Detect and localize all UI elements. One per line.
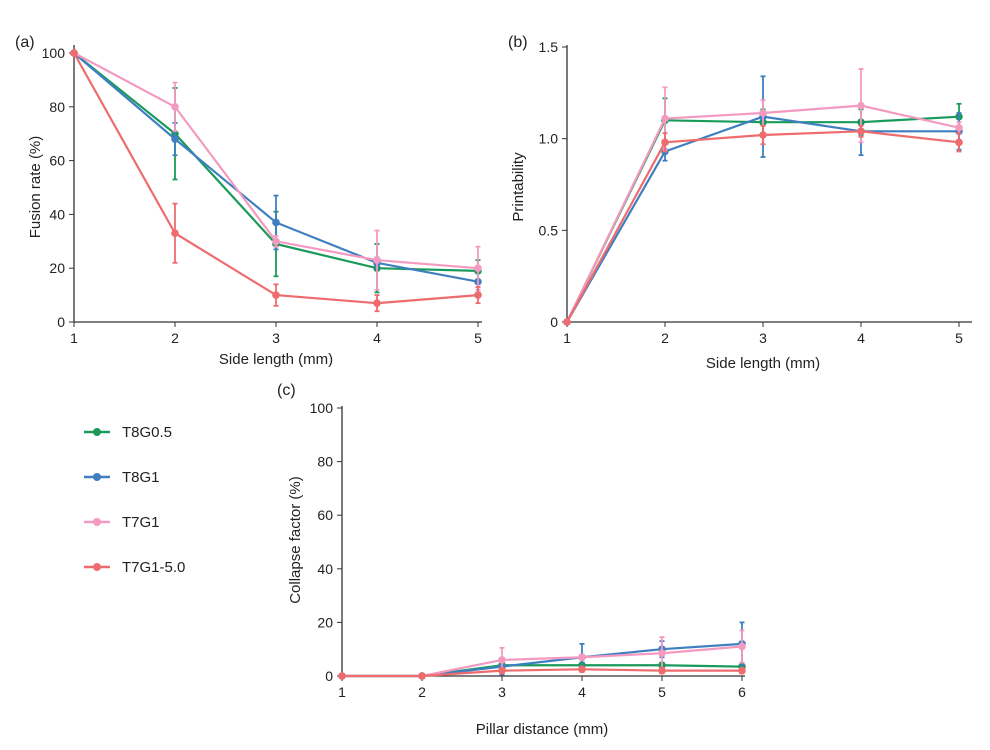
series-t7g1-5-0 — [563, 124, 963, 326]
data-point — [955, 138, 963, 147]
data-point — [563, 318, 571, 326]
legend-label: T7G1-5.0 — [122, 559, 185, 576]
panel-label: (a) — [15, 34, 35, 51]
data-point — [759, 109, 767, 117]
data-point — [373, 299, 381, 307]
data-point — [759, 131, 767, 139]
x-tick-label: 5 — [955, 330, 963, 346]
legend: T8G0.5 T8G1 T7G1 T7G1-5.0 — [84, 424, 185, 576]
panel-label: (b) — [508, 34, 528, 51]
data-point — [857, 127, 865, 136]
data-point — [738, 642, 746, 651]
x-tick-label: 1 — [338, 684, 346, 700]
y-axis-label: Printability — [510, 152, 527, 222]
x-tick-label: 4 — [578, 684, 586, 700]
data-point — [661, 114, 669, 123]
y-tick-label: 80 — [49, 99, 65, 115]
x-tick-label: 4 — [373, 330, 381, 346]
data-point — [418, 672, 426, 680]
x-tick-label: 2 — [661, 330, 669, 346]
data-point — [171, 229, 179, 238]
data-point — [474, 291, 482, 299]
legend-item: T7G1-5.0 — [84, 559, 185, 576]
x-tick-label: 3 — [759, 330, 767, 346]
y-tick-label: 0 — [325, 668, 333, 684]
panel-b: (b) 0 0.5 1.0 1.5 1 2 3 4 5 Side length (mm) Printa… — [508, 34, 972, 372]
panel-label: (c) — [277, 382, 296, 399]
data-point — [474, 264, 482, 273]
y-tick-label: 60 — [317, 507, 333, 523]
x-tick-label: 2 — [171, 330, 179, 346]
data-point — [272, 291, 280, 299]
y-tick-label: 80 — [317, 454, 333, 470]
data-point — [373, 256, 381, 264]
y-tick-label: 20 — [49, 260, 65, 276]
y-tick-label: 60 — [49, 153, 65, 169]
data-point — [661, 138, 669, 147]
data-point — [658, 649, 666, 658]
y-tick-label: 20 — [317, 614, 333, 630]
x-tick-label: 6 — [738, 684, 746, 700]
x-axis-label: Pillar distance (mm) — [476, 721, 609, 738]
data-point — [338, 672, 346, 680]
series-t7g1 — [70, 49, 482, 291]
x-tick-label: 1 — [563, 330, 571, 346]
x-axis-label: Side length (mm) — [706, 355, 820, 372]
series-t7g1 — [563, 68, 963, 326]
x-tick-label: 5 — [658, 684, 666, 700]
legend-label: T7G1 — [122, 514, 160, 531]
data-point — [272, 218, 280, 227]
legend-label: T8G1 — [122, 469, 160, 486]
y-tick-label: 40 — [49, 206, 65, 222]
y-tick-label: 100 — [42, 45, 66, 61]
data-point — [272, 237, 280, 246]
y-tick-label: 100 — [310, 400, 334, 416]
series-t8g0-5 — [70, 49, 482, 294]
panel-c: (c) 0 20 40 60 80 100 1 2 3 4 5 6 Pillar distance (mm… — [277, 382, 746, 738]
legend-marker — [93, 428, 101, 436]
series-t7g1-5-0 — [338, 665, 746, 680]
data-point — [658, 666, 666, 675]
legend-item: T7G1 — [84, 514, 160, 531]
y-tick-label: 0 — [550, 314, 558, 330]
data-point — [171, 135, 179, 143]
y-tick-label: 0 — [57, 314, 65, 330]
y-tick-label: 40 — [317, 561, 333, 577]
legend-label: T8G0.5 — [122, 424, 172, 441]
legend-item: T8G1 — [84, 469, 160, 486]
legend-marker — [93, 473, 101, 481]
series-t7g1-5-0 — [70, 49, 482, 313]
data-point — [578, 665, 586, 674]
data-point — [857, 101, 865, 110]
y-tick-label: 1.5 — [539, 39, 559, 55]
panel-a: (a) 0 20 40 60 80 100 1 2 3 4 5 Side length (mm) Fusi… — [15, 34, 482, 368]
x-tick-label: 3 — [498, 684, 506, 700]
data-point — [578, 653, 586, 662]
legend-marker — [93, 518, 101, 526]
data-point — [498, 666, 506, 675]
data-point — [955, 123, 963, 132]
series-t7g1 — [338, 629, 746, 680]
data-point — [738, 666, 746, 675]
y-axis-label: Collapse factor (%) — [287, 476, 304, 604]
data-point — [498, 656, 506, 664]
x-tick-label: 1 — [70, 330, 78, 346]
data-point — [171, 103, 179, 111]
x-tick-label: 3 — [272, 330, 280, 346]
series-line — [566, 130, 960, 323]
y-tick-label: 0.5 — [539, 222, 559, 238]
data-point — [70, 49, 78, 57]
x-tick-label: 2 — [418, 684, 426, 700]
legend-marker — [93, 563, 101, 571]
series-line — [342, 668, 742, 678]
y-axis-label: Fusion rate (%) — [27, 136, 44, 239]
x-tick-label: 5 — [474, 330, 482, 346]
y-tick-label: 1.0 — [539, 131, 559, 147]
legend-item: T8G0.5 — [84, 424, 172, 441]
x-tick-label: 4 — [857, 330, 865, 346]
x-axis-label: Side length (mm) — [219, 351, 333, 368]
